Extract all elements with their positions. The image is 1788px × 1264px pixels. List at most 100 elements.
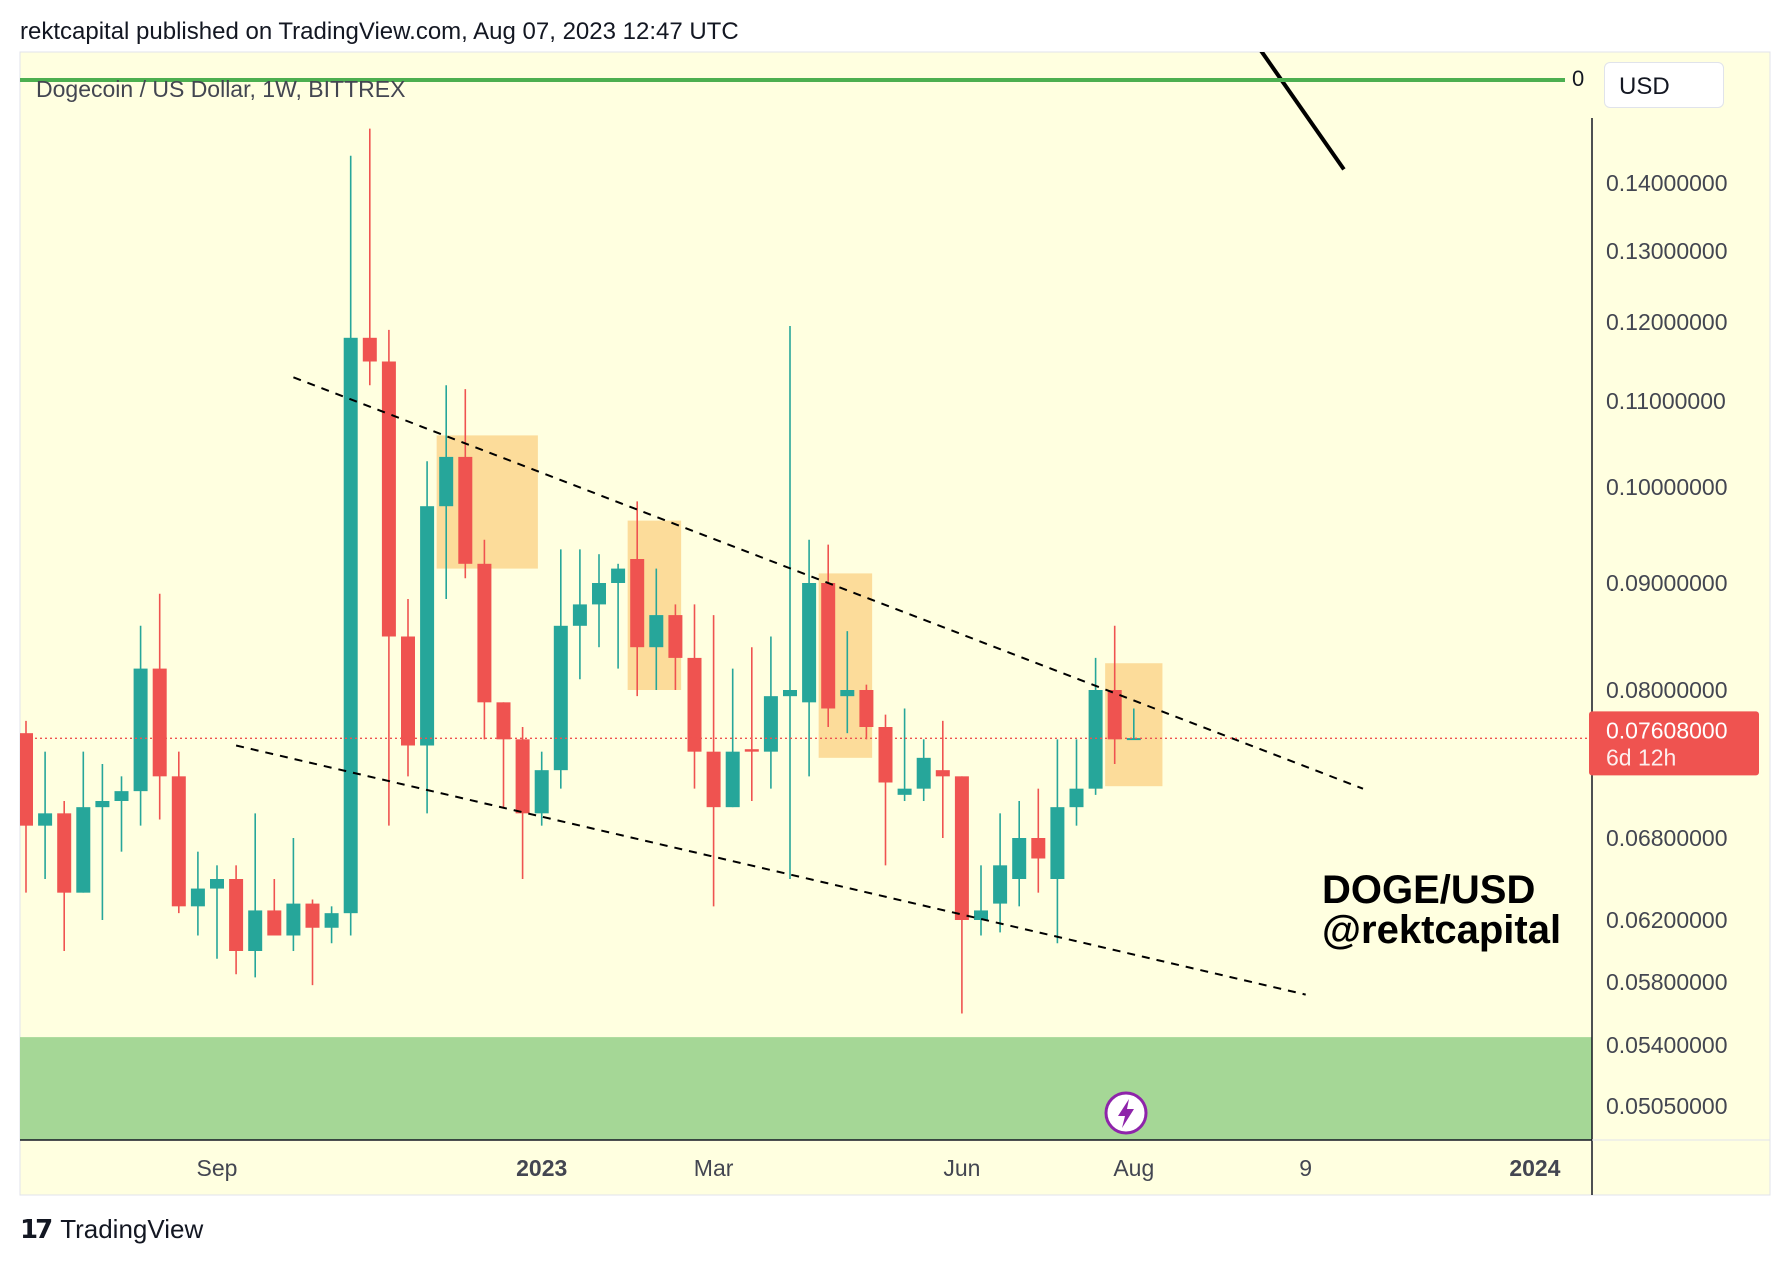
candle xyxy=(744,647,759,801)
candle xyxy=(324,906,339,944)
tradingview-brand: TradingView xyxy=(60,1214,204,1244)
candle-body xyxy=(916,757,931,789)
candle xyxy=(496,702,511,808)
candle-body xyxy=(630,559,645,648)
candle xyxy=(649,568,664,690)
candle xyxy=(821,544,836,727)
candle-body xyxy=(1069,788,1084,808)
candle xyxy=(763,636,778,789)
price-tick-label: 0.06800000 xyxy=(1606,825,1728,851)
candle-body xyxy=(840,690,855,697)
candle xyxy=(954,776,969,1014)
time-tick-label: Jun xyxy=(943,1155,980,1181)
candle xyxy=(553,549,568,789)
candle xyxy=(439,385,454,600)
candle xyxy=(190,851,205,936)
candle-body xyxy=(802,583,817,703)
candle-body xyxy=(76,807,91,893)
candle xyxy=(515,727,530,879)
candle xyxy=(267,879,282,936)
last-price-badge xyxy=(1589,711,1759,776)
candle-body xyxy=(744,749,759,752)
candle-body xyxy=(114,791,129,801)
candle xyxy=(916,739,931,801)
candle xyxy=(630,501,645,697)
price-tick-label: 0.13000000 xyxy=(1606,238,1728,264)
candle-body xyxy=(1012,838,1027,879)
candle xyxy=(210,865,224,959)
candle xyxy=(152,593,167,820)
candle-body xyxy=(171,776,186,907)
candle xyxy=(706,615,721,907)
candle xyxy=(572,549,587,680)
chart-watermark: DOGE/USD @rektcapital xyxy=(1322,870,1561,950)
candle-body xyxy=(1088,690,1103,789)
candle xyxy=(229,865,244,975)
candle xyxy=(171,751,186,914)
support-zone xyxy=(20,1037,1592,1140)
candle-body xyxy=(553,625,568,771)
lightning-event-icon[interactable] xyxy=(1104,1091,1148,1135)
lightning-icon xyxy=(1118,1099,1134,1128)
candle-body xyxy=(496,702,511,740)
candle xyxy=(1069,739,1084,826)
candle-body xyxy=(859,690,874,727)
candle-body xyxy=(248,910,263,951)
last-price-value: 0.07608000 xyxy=(1606,717,1728,743)
candle xyxy=(458,389,473,579)
candle xyxy=(362,128,377,386)
candle xyxy=(935,720,950,838)
candle-body xyxy=(954,776,969,920)
candle-body xyxy=(935,770,950,777)
candle xyxy=(305,899,320,986)
candle-body xyxy=(993,865,1008,904)
chart-pane xyxy=(19,51,1771,1196)
candle-body xyxy=(458,456,473,564)
highlight-box xyxy=(436,435,538,569)
candle-body xyxy=(687,657,702,752)
candle xyxy=(878,714,893,866)
candle-body xyxy=(152,668,167,777)
candle-body xyxy=(878,727,893,783)
price-tick-label: 0.09000000 xyxy=(1606,570,1728,596)
candle-body xyxy=(267,910,282,936)
candle xyxy=(401,599,415,777)
price-tick-label: 0.12000000 xyxy=(1606,309,1728,335)
candle-body xyxy=(592,583,606,605)
price-tick-label: 0.10000000 xyxy=(1606,474,1728,500)
candle xyxy=(1031,788,1046,893)
candle xyxy=(381,329,396,826)
candle-body xyxy=(305,903,320,928)
candle xyxy=(859,684,874,740)
candle-body xyxy=(401,636,415,746)
candle-body xyxy=(821,583,836,709)
candle-body xyxy=(515,739,530,814)
candle xyxy=(248,813,263,978)
price-tick-label: 0.08000000 xyxy=(1606,677,1728,703)
candle-body xyxy=(897,788,912,795)
time-tick-label: Mar xyxy=(694,1155,734,1181)
time-tick-label: Aug xyxy=(1113,1155,1154,1181)
candle xyxy=(725,668,740,808)
candle-body xyxy=(1031,838,1046,859)
candle xyxy=(993,813,1008,933)
candle xyxy=(668,604,683,690)
price-tick-label: 0.05400000 xyxy=(1606,1032,1728,1058)
tradingview-logo-icon: 17 xyxy=(20,1214,53,1245)
watermark-pair: DOGE/USD xyxy=(1322,868,1536,912)
candle xyxy=(592,554,606,648)
candle xyxy=(687,604,702,789)
candle-body xyxy=(286,903,301,936)
candle xyxy=(76,751,91,893)
candle-body xyxy=(706,751,721,808)
candle-body xyxy=(57,813,72,893)
candle xyxy=(133,625,148,826)
candle-body xyxy=(324,913,339,928)
candle-body xyxy=(133,668,148,792)
tradingview-logo[interactable]: 17 TradingView xyxy=(20,1214,203,1245)
candle-body xyxy=(783,690,797,697)
currency-button[interactable]: USD xyxy=(1604,62,1724,108)
candle xyxy=(38,751,53,879)
candle xyxy=(974,865,988,936)
